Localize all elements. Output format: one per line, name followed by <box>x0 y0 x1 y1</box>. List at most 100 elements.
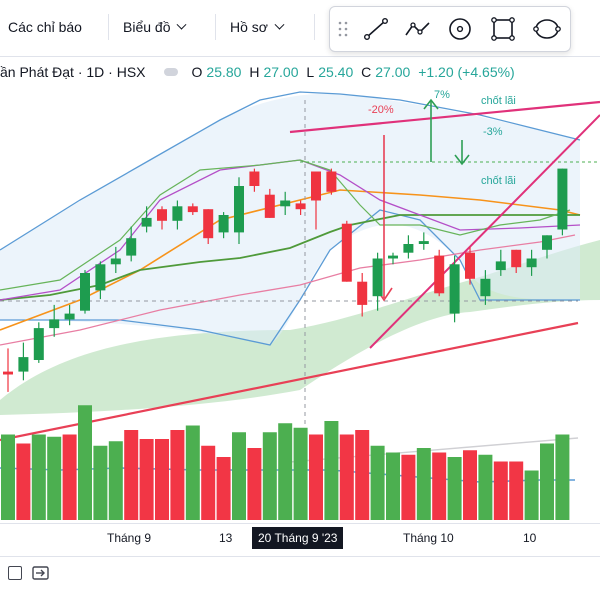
volume-bar <box>478 454 493 520</box>
indicators-button[interactable]: Các chỉ báo <box>8 14 82 40</box>
candle-body <box>3 371 13 375</box>
crosshair-time-label: 20 Tháng 9 '23 <box>252 527 344 549</box>
volume-bar <box>201 445 216 520</box>
volume-series <box>1 405 570 520</box>
candle-body <box>449 264 460 314</box>
high-key: H <box>249 64 260 80</box>
bollinger-band-area <box>0 93 580 346</box>
candle-body <box>511 249 522 268</box>
time-axis[interactable]: Tháng 9 13 20 Tháng 9 '23 Tháng 10 10 <box>0 523 600 552</box>
candle-body <box>264 194 275 218</box>
visibility-toggle-icon[interactable] <box>163 68 178 76</box>
candle-body <box>495 261 506 271</box>
rectangle-tool-icon[interactable] <box>488 15 518 43</box>
volume-bar <box>185 425 200 520</box>
candle-body <box>557 168 568 230</box>
low-key: L <box>306 64 315 80</box>
checkbox-icon[interactable] <box>8 566 22 580</box>
open-value: 25.80 <box>206 64 242 80</box>
time-label-october: Tháng 10 <box>403 531 454 545</box>
candle-body <box>326 171 337 192</box>
candlestick-series <box>3 168 568 392</box>
time-label-13: 13 <box>219 531 233 545</box>
long-term-trendline <box>0 321 579 442</box>
bollinger-upper-line <box>0 91 581 251</box>
volume-bar <box>155 439 169 520</box>
candle-body <box>465 252 475 279</box>
volume-bar <box>555 434 570 520</box>
profile-button[interactable]: Hồ sơ <box>230 14 285 40</box>
volume-bar <box>309 434 323 520</box>
volume-bar <box>216 457 231 520</box>
volume-bar <box>247 448 262 520</box>
candle-body <box>95 264 106 291</box>
ma-pink-line <box>0 234 576 346</box>
ichimoku-cloud-area <box>0 240 600 415</box>
path-tool-icon[interactable] <box>403 15 433 43</box>
candle-body <box>33 328 44 360</box>
volume-bar <box>355 430 370 520</box>
label-minus-3-percent: -3% <box>483 126 503 138</box>
candle-body <box>218 215 229 233</box>
candle-body <box>388 255 398 259</box>
candle-body <box>172 206 183 221</box>
candle-body <box>341 223 352 282</box>
volume-bar <box>540 443 554 520</box>
volume-bar <box>293 427 308 520</box>
candle-body <box>357 281 368 305</box>
symbol-title[interactable]: ần Phát Đạt · 1D · HSX <box>0 64 146 80</box>
volume-bar <box>62 434 77 520</box>
candle-body <box>542 235 552 250</box>
toolbar-divider <box>314 14 315 40</box>
volume-bar <box>108 441 123 520</box>
candle-body <box>187 206 198 213</box>
volume-bar <box>524 470 539 520</box>
candle-body <box>280 200 291 207</box>
ellipse-tool-icon[interactable] <box>532 15 562 43</box>
chevron-down-icon <box>274 19 285 30</box>
drawing-toolbar <box>329 6 571 52</box>
volume-bar <box>47 436 62 520</box>
toolbar-divider <box>108 14 109 40</box>
volume-bar <box>509 461 524 520</box>
candle-body <box>80 273 90 311</box>
candle-body <box>110 258 121 265</box>
volume-bar <box>170 430 185 520</box>
volume-bar <box>31 434 46 520</box>
chart-type-button[interactable]: Biểu đồ <box>123 14 187 40</box>
candle-body <box>157 209 167 221</box>
volume-bar <box>1 434 15 520</box>
volume-bar <box>262 432 277 520</box>
candle-body <box>480 278 491 297</box>
replay-icon[interactable] <box>31 564 51 582</box>
ma-fast-line <box>0 159 571 291</box>
candle-body <box>311 171 321 201</box>
low-value: 25.40 <box>318 64 354 80</box>
candle-body <box>526 258 537 268</box>
candle-body <box>49 319 60 329</box>
bottom-toolbar <box>0 556 600 601</box>
time-label-10: 10 <box>523 531 537 545</box>
support-channel-line <box>369 114 600 349</box>
drag-handle-icon[interactable] <box>338 20 348 38</box>
candle-body <box>434 255 445 294</box>
candle-body <box>18 357 29 372</box>
change-value: +1.20 (+4.65%) <box>418 64 515 80</box>
candle-body <box>403 244 414 253</box>
volume-bar <box>93 445 108 520</box>
time-label-september: Tháng 9 <box>107 531 152 545</box>
price-chart[interactable] <box>0 0 600 523</box>
candle-body <box>141 217 152 227</box>
trend-line-tool-icon[interactable] <box>361 15 391 43</box>
up-arrow-head <box>423 98 439 110</box>
candle-body <box>126 238 137 256</box>
series-legend: ần Phát Đạt · 1D · HSX O 25.80 H 27.00 L 25… <box>0 62 519 82</box>
resistance-channel-line <box>289 100 600 134</box>
circle-tool-icon[interactable] <box>445 15 475 43</box>
candle-body <box>249 171 260 186</box>
ohlc-values: O 25.80 H 27.00 L 25.40 C 27.00 +1.20 (+4.65… <box>192 64 519 80</box>
volume-bar <box>232 432 246 520</box>
volume-bar <box>447 457 462 520</box>
label-7-percent: 7% <box>434 89 450 101</box>
candle-body <box>234 186 244 233</box>
